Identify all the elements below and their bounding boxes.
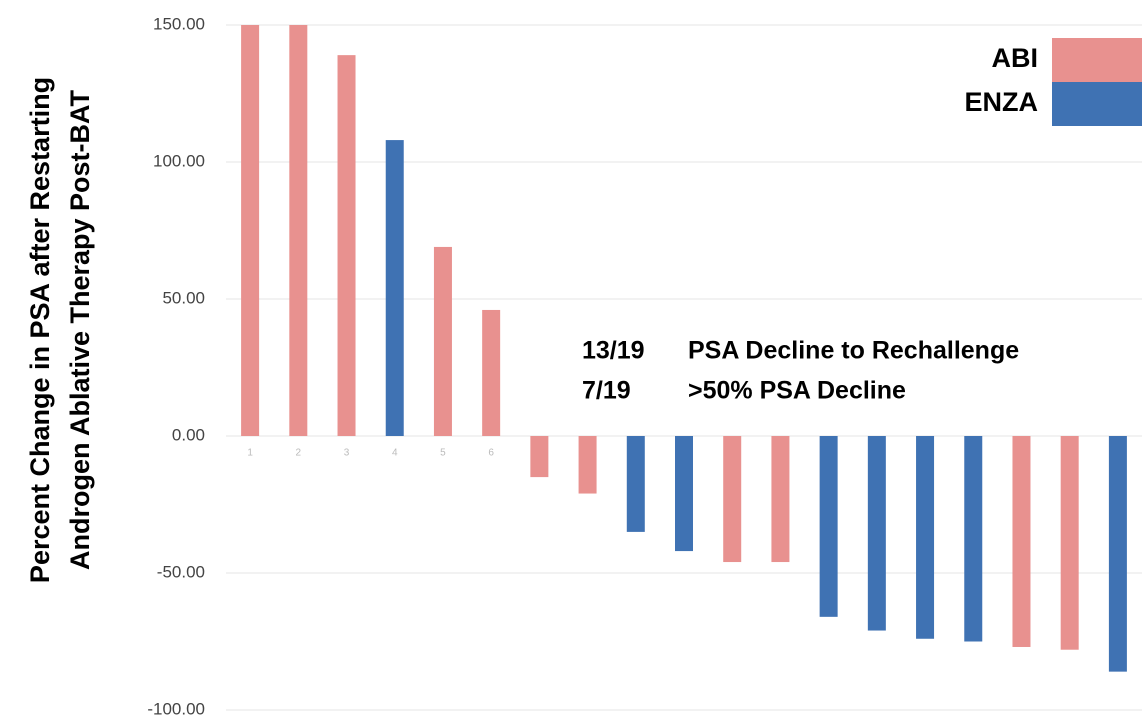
- bar: [337, 55, 356, 436]
- legend-swatch: [1052, 38, 1142, 82]
- bar: [771, 436, 790, 563]
- y-tick-label: -50.00: [157, 562, 205, 581]
- bar: [916, 436, 935, 639]
- bar: [1060, 436, 1079, 650]
- bar: [289, 25, 308, 436]
- annotation-text: PSA Decline to Rechallenge: [688, 337, 1019, 365]
- y-axis-label: Percent Change in PSA after Restarting: [25, 77, 55, 583]
- x-tick-label: 4: [392, 448, 398, 459]
- y-axis-label: Androgen Ablative Therapy Post-BAT: [65, 89, 95, 570]
- x-tick-label: 6: [488, 448, 494, 459]
- bar: [626, 436, 645, 532]
- bar: [1012, 436, 1031, 647]
- bar: [385, 140, 404, 436]
- legend-label: ABI: [992, 43, 1039, 73]
- x-tick-label: 5: [440, 448, 446, 459]
- annotation-fraction: 7/19: [582, 377, 631, 405]
- bar: [675, 436, 693, 552]
- bar: [964, 436, 983, 642]
- y-tick-label: 100.00: [153, 151, 205, 170]
- annotation-text: >50% PSA Decline: [688, 377, 906, 405]
- bar: [578, 436, 597, 494]
- x-tick-label: 2: [296, 448, 302, 459]
- bar: [241, 25, 260, 436]
- x-tick-label: 3: [344, 448, 350, 459]
- legend-label: ENZA: [965, 87, 1039, 117]
- y-tick-label: 0.00: [172, 425, 205, 444]
- bar: [819, 436, 838, 617]
- annotation-fraction: 13/19: [582, 337, 645, 365]
- bar: [482, 309, 501, 436]
- y-tick-label: -100.00: [147, 699, 205, 718]
- bar: [530, 436, 549, 478]
- y-tick-label: 150.00: [153, 14, 205, 33]
- bar: [433, 246, 452, 436]
- y-tick-label: 50.00: [162, 288, 205, 307]
- x-tick-label: 1: [247, 448, 253, 459]
- bar: [1108, 436, 1127, 672]
- bar: [867, 436, 886, 631]
- legend-swatch: [1052, 82, 1142, 126]
- bar: [723, 436, 742, 563]
